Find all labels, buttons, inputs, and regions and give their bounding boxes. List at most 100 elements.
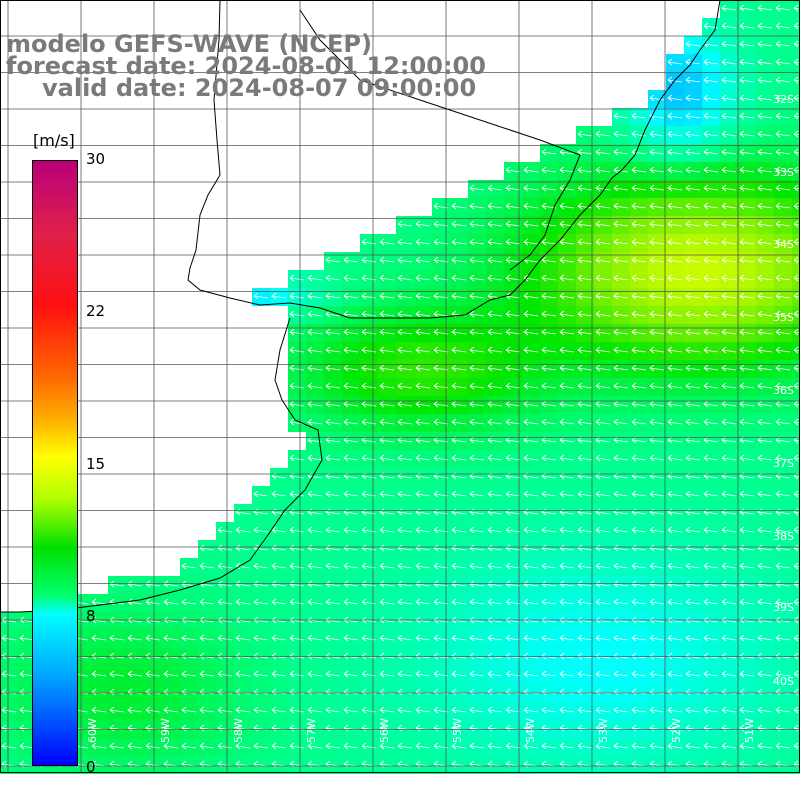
wind-cell bbox=[792, 72, 800, 90]
wind-arrow bbox=[703, 544, 719, 552]
wind-arrow bbox=[613, 706, 629, 714]
wind-arrow bbox=[793, 634, 800, 642]
wind-arrow bbox=[1, 706, 17, 714]
wind-arrow bbox=[595, 364, 611, 372]
wind-arrow bbox=[613, 742, 629, 750]
wind-arrow bbox=[739, 238, 755, 246]
wind-arrow bbox=[325, 364, 341, 372]
wind-arrow bbox=[613, 634, 629, 642]
wind-arrow bbox=[739, 310, 755, 318]
wind-arrow bbox=[757, 346, 773, 354]
wind-arrow bbox=[469, 598, 485, 606]
wind-arrow bbox=[325, 382, 341, 390]
wind-arrow bbox=[343, 346, 359, 354]
wind-arrow bbox=[649, 544, 665, 552]
wind-arrow bbox=[451, 220, 467, 228]
lat-label-36s: 36S bbox=[773, 384, 794, 397]
wind-arrow bbox=[595, 400, 611, 408]
colorbar-unit: [m/s] bbox=[33, 131, 75, 150]
wind-arrow bbox=[289, 742, 305, 750]
wind-arrow bbox=[307, 526, 323, 534]
wind-arrow bbox=[649, 184, 665, 192]
wind-arrow bbox=[685, 58, 701, 66]
wind-arrow bbox=[775, 58, 791, 66]
wind-arrow bbox=[199, 562, 215, 570]
wind-arrow bbox=[685, 418, 701, 426]
wind-arrow bbox=[253, 706, 269, 714]
wind-arrow bbox=[649, 292, 665, 300]
wind-arrow bbox=[379, 706, 395, 714]
lon-label-57w: 57W bbox=[305, 718, 318, 743]
wind-arrow bbox=[505, 238, 521, 246]
wind-arrow bbox=[541, 670, 557, 678]
wind-arrow bbox=[613, 130, 629, 138]
lon-label-60w: 60W bbox=[86, 718, 99, 743]
wind-arrow bbox=[667, 94, 683, 102]
wind-arrow bbox=[523, 328, 539, 336]
wind-arrow bbox=[577, 562, 593, 570]
wind-arrow bbox=[721, 454, 737, 462]
wind-arrow bbox=[415, 706, 431, 714]
wind-arrow bbox=[271, 598, 287, 606]
wind-arrow bbox=[757, 706, 773, 714]
wind-arrow bbox=[739, 292, 755, 300]
wind-arrow bbox=[793, 328, 800, 336]
wind-arrow bbox=[757, 634, 773, 642]
wind-arrow bbox=[523, 418, 539, 426]
wind-arrow bbox=[325, 256, 341, 264]
wind-arrow bbox=[559, 526, 575, 534]
wind-arrow bbox=[631, 274, 647, 282]
wind-arrow bbox=[199, 670, 215, 678]
wind-arrow bbox=[253, 562, 269, 570]
lat-label-39s: 39S bbox=[773, 601, 794, 614]
wind-arrow bbox=[19, 742, 35, 750]
wind-arrow bbox=[631, 202, 647, 210]
wind-arrow bbox=[577, 328, 593, 336]
wind-arrow bbox=[523, 346, 539, 354]
wind-arrow bbox=[271, 742, 287, 750]
wind-arrow bbox=[307, 454, 323, 462]
wind-arrow bbox=[721, 526, 737, 534]
wind-arrow bbox=[361, 490, 377, 498]
wind-arrow bbox=[649, 742, 665, 750]
wind-arrow bbox=[667, 634, 683, 642]
wind-arrow bbox=[343, 472, 359, 480]
wind-arrow bbox=[289, 310, 305, 318]
wind-arrow bbox=[343, 742, 359, 750]
wind-arrow bbox=[649, 472, 665, 480]
wind-arrow bbox=[703, 310, 719, 318]
wind-arrow bbox=[235, 544, 251, 552]
wind-arrow bbox=[451, 562, 467, 570]
title-forecast-date: forecast date: 2024-08-01 12:00:00 bbox=[6, 52, 486, 80]
wind-arrow bbox=[541, 148, 557, 156]
wind-arrow bbox=[721, 4, 737, 12]
wind-arrow bbox=[721, 328, 737, 336]
wind-arrow bbox=[667, 220, 683, 228]
wind-arrow bbox=[631, 418, 647, 426]
wind-arrow bbox=[631, 310, 647, 318]
wind-arrow bbox=[631, 220, 647, 228]
wind-arrow bbox=[739, 166, 755, 174]
wind-arrow bbox=[505, 544, 521, 552]
wind-cell bbox=[792, 108, 800, 126]
wind-arrow bbox=[361, 346, 377, 354]
wind-arrow bbox=[523, 382, 539, 390]
wind-arrow bbox=[649, 346, 665, 354]
wind-arrow bbox=[559, 148, 575, 156]
wind-arrow bbox=[469, 292, 485, 300]
wind-arrow bbox=[325, 634, 341, 642]
wind-arrow bbox=[361, 634, 377, 642]
wind-arrow bbox=[739, 526, 755, 534]
wind-arrow bbox=[451, 382, 467, 390]
wind-arrow bbox=[289, 382, 305, 390]
lon-label-59w: 59W bbox=[159, 718, 172, 743]
wind-arrow bbox=[685, 454, 701, 462]
wind-arrow bbox=[397, 238, 413, 246]
wind-arrow bbox=[325, 544, 341, 552]
wind-arrow bbox=[559, 544, 575, 552]
wind-arrow bbox=[685, 526, 701, 534]
lat-label-40s: 40S bbox=[773, 675, 794, 688]
wind-arrow bbox=[469, 526, 485, 534]
wind-arrow bbox=[649, 274, 665, 282]
wind-arrow bbox=[739, 130, 755, 138]
